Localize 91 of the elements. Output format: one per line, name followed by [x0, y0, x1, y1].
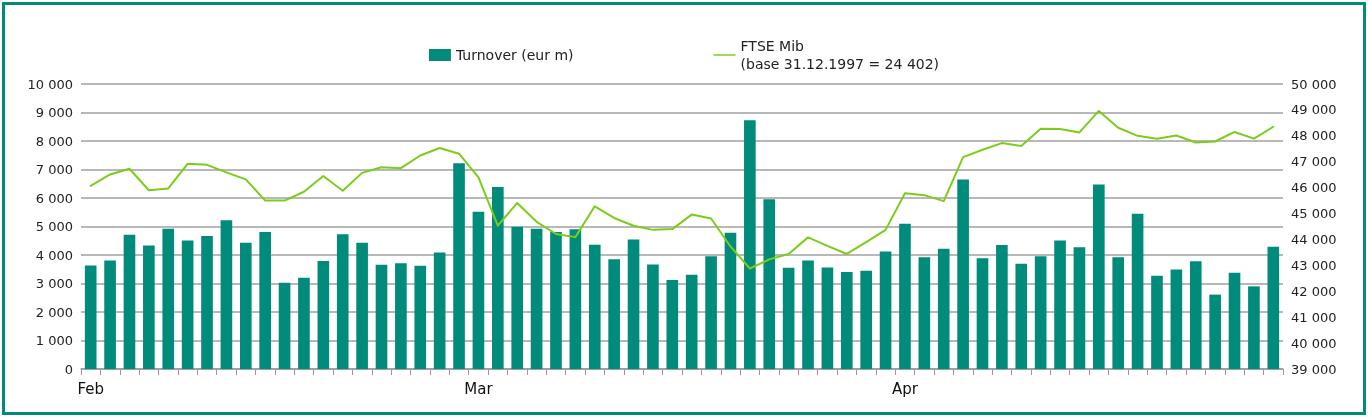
- bar: [317, 260, 330, 369]
- bar: [1015, 263, 1028, 369]
- bar: [685, 274, 698, 369]
- bar: [996, 245, 1008, 369]
- bar: [588, 244, 601, 369]
- bar: [84, 265, 97, 369]
- bar: [492, 186, 504, 369]
- x-tick-label: Apr: [891, 379, 919, 398]
- bar: [550, 231, 562, 369]
- bar: [1170, 269, 1183, 369]
- y2-tick-label: 48 000: [1291, 128, 1337, 144]
- bar: [433, 252, 446, 369]
- bar: [1228, 272, 1241, 369]
- y-tick-label: 7 000: [35, 162, 73, 177]
- bar: [627, 239, 640, 369]
- y-tick-label: 2 000: [35, 304, 73, 320]
- bar: [1267, 246, 1280, 369]
- y2-tick-label: 50 000: [1291, 76, 1337, 92]
- bar: [201, 235, 213, 369]
- bar: [666, 280, 679, 369]
- bar: [744, 120, 756, 369]
- bar: [860, 270, 872, 369]
- bar: [356, 242, 368, 369]
- bar: [511, 226, 524, 369]
- bar: [414, 265, 427, 369]
- bar: [239, 242, 252, 369]
- bar: [840, 272, 853, 369]
- y2-tick-label: 39 000: [1291, 361, 1337, 377]
- bar: [143, 245, 155, 369]
- bar: [763, 199, 776, 369]
- y2-tick-label: 42 000: [1291, 283, 1337, 299]
- bar: [1209, 294, 1221, 369]
- bar: [782, 267, 795, 369]
- bar: [724, 232, 737, 369]
- bar: [1189, 261, 1202, 369]
- bar: [1248, 286, 1260, 369]
- y-tick-label: 4 000: [35, 247, 73, 263]
- bar: [181, 240, 194, 369]
- y2-tick-label: 41 000: [1291, 309, 1337, 325]
- bar: [259, 231, 271, 369]
- bar: [957, 179, 969, 369]
- bar: [530, 228, 543, 369]
- x-tick-label: Mar: [464, 379, 494, 398]
- y2-tick-label: 45 000: [1291, 206, 1337, 222]
- bar: [453, 163, 465, 369]
- bar: [705, 256, 717, 369]
- y-tick-label: 8 000: [35, 133, 73, 149]
- bar: [899, 223, 911, 369]
- bar: [472, 211, 485, 369]
- bar: [879, 251, 892, 369]
- bar: [802, 260, 814, 369]
- y-tick-label: 9 000: [35, 105, 73, 120]
- y-tick-label: 5 000: [35, 219, 73, 234]
- y-tick-label: 6 000: [35, 190, 73, 206]
- bar: [1093, 184, 1105, 369]
- bar: [278, 282, 291, 369]
- x-tick-label: Feb: [77, 379, 104, 398]
- y2-tick-label: 40 000: [1291, 335, 1337, 351]
- bar: [336, 234, 349, 369]
- y-tick-label: 10 000: [27, 76, 73, 92]
- y2-tick-label: 47 000: [1291, 154, 1337, 170]
- y2-tick-label: 44 000: [1291, 231, 1337, 247]
- bar: [569, 229, 582, 369]
- bar: [1131, 213, 1144, 369]
- y-tick-label: 3 000: [35, 276, 73, 291]
- bar: [1034, 256, 1047, 369]
- y-tick-label: 1 000: [35, 333, 73, 348]
- y-tick-label: 0: [64, 361, 73, 377]
- bar: [937, 248, 950, 369]
- bar: [220, 220, 233, 369]
- bar: [608, 259, 620, 369]
- legend-label: Turnover (eur m): [454, 47, 574, 63]
- bar: [162, 228, 175, 369]
- bar: [821, 267, 834, 369]
- bar: [1151, 275, 1163, 369]
- bar: [1054, 240, 1066, 369]
- bar: [976, 258, 989, 369]
- bar: [1112, 257, 1125, 369]
- bar: [395, 263, 407, 369]
- bar: [375, 264, 388, 369]
- legend-label: FTSE Mib (base 31.12.1997 = 24 402): [740, 38, 940, 72]
- y2-tick-label: 43 000: [1291, 257, 1337, 273]
- line-series: [89, 109, 1275, 270]
- bar: [298, 277, 310, 369]
- bar: [104, 260, 116, 369]
- bar: [123, 234, 136, 369]
- bar: [918, 257, 931, 369]
- bar: [647, 264, 659, 369]
- y2-tick-label: 49 000: [1291, 102, 1337, 118]
- y2-tick-label: 46 000: [1291, 180, 1337, 196]
- bar: [1073, 247, 1086, 369]
